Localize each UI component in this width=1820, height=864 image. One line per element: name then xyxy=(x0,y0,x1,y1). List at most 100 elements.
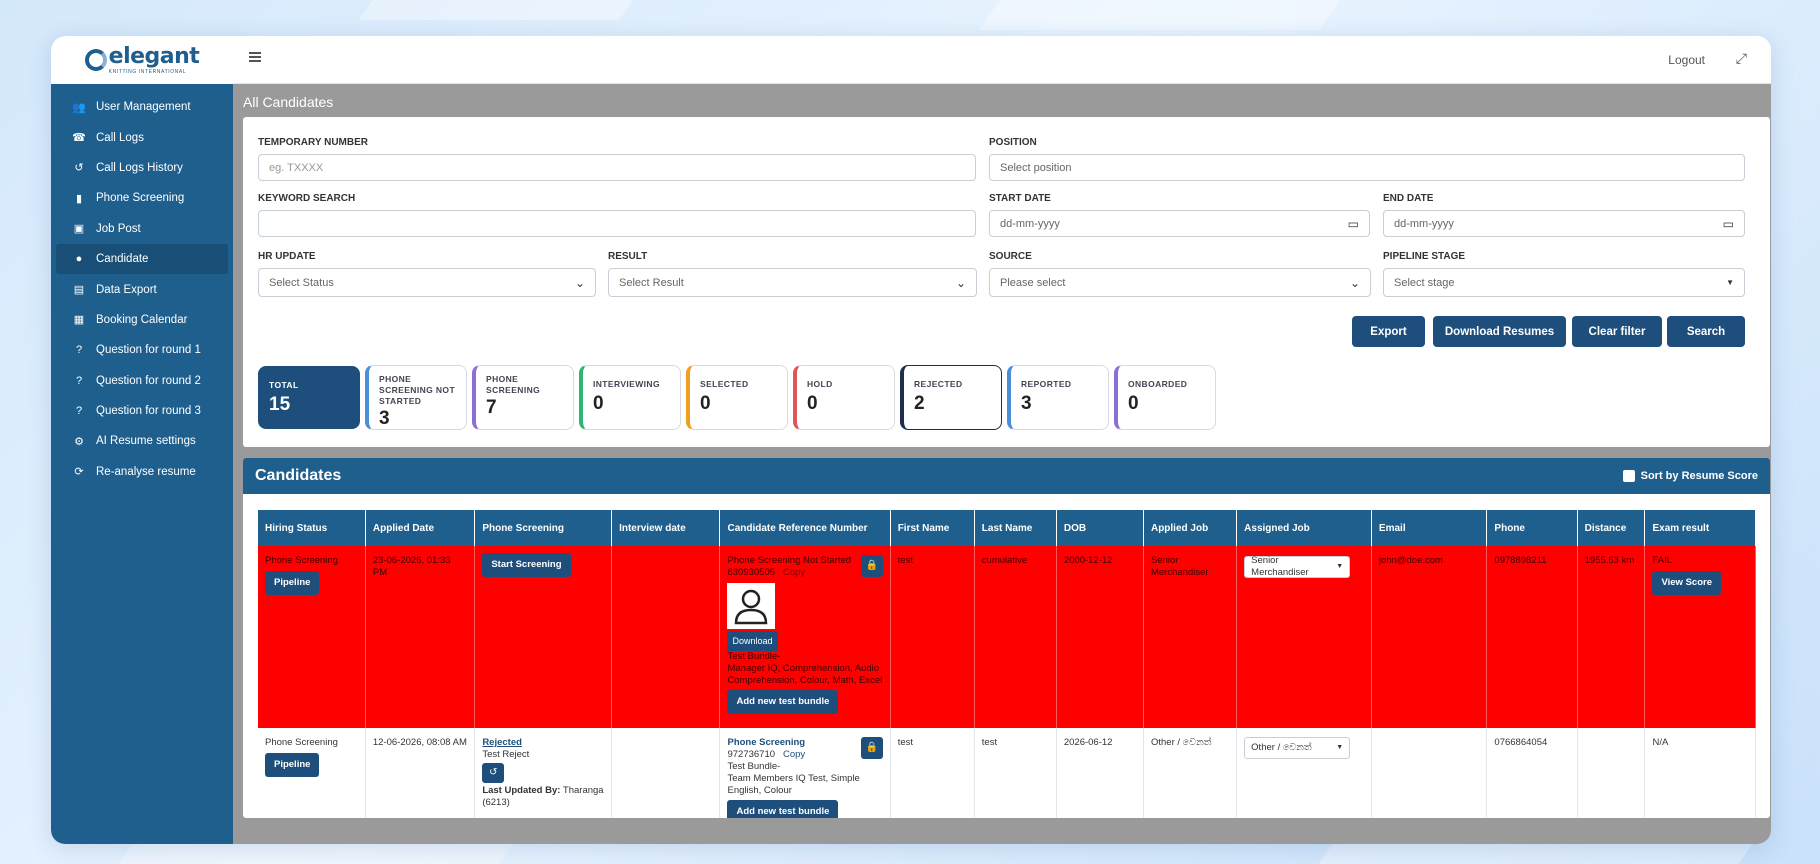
stat-card-onboarded[interactable]: ONBOARDED 0 xyxy=(1114,365,1216,430)
assigned-job-select[interactable]: Other / වෙනත් ▼ xyxy=(1244,737,1351,759)
reference-number: 972736710 xyxy=(727,749,776,760)
start-screening-button[interactable]: Start Screening xyxy=(482,553,571,577)
stat-card-rejected[interactable]: REJECTED 2 xyxy=(900,365,1002,430)
column-header[interactable]: Email xyxy=(1371,510,1488,546)
stat-card-phone-screening[interactable]: PHONE SCREENING 7 xyxy=(472,365,574,430)
email xyxy=(1371,728,1488,818)
pipeline-button[interactable]: Pipeline xyxy=(265,753,320,777)
sidebar: elegant KNITTING INTERNATIONAL 👥 User Man… xyxy=(51,36,233,844)
stat-card-hold[interactable]: HOLD 0 xyxy=(793,365,895,430)
sidebar-item-question-round-2[interactable]: ? Question for round 2 xyxy=(56,366,228,396)
stat-card-interviewing[interactable]: INTERVIEWING 0 xyxy=(579,365,681,430)
lock-icon[interactable]: 🔒 xyxy=(860,737,883,759)
users-icon: 👥 xyxy=(72,101,86,114)
question-icon: ? xyxy=(75,374,83,387)
test-bundle-label: Test Bundle- xyxy=(727,761,781,772)
column-header[interactable]: Applied Job xyxy=(1143,510,1238,546)
assigned-job-select[interactable]: Senior Merchandiser ▼ xyxy=(1244,555,1351,578)
dob: 2000-12-12 xyxy=(1056,546,1144,728)
download-resumes-button[interactable]: Download Resumes xyxy=(1433,316,1566,347)
column-header[interactable]: Applied Date xyxy=(365,510,476,546)
calendar-icon[interactable]: ▭ xyxy=(1722,216,1734,231)
temporary-number-input[interactable]: eg. TXXXX xyxy=(258,154,976,181)
sort-checkbox[interactable] xyxy=(1622,470,1635,482)
sidebar-item-ai-resume-settings[interactable]: ⚙ AI Resume settings xyxy=(56,426,228,456)
sidebar-item-label: Question for round 2 xyxy=(96,374,201,387)
stat-card-phone-screening-not-started[interactable]: PHONE SCREENING NOT STARTED 3 xyxy=(365,365,467,430)
keyword-search-input[interactable] xyxy=(258,210,976,237)
column-header[interactable]: Distance xyxy=(1577,510,1646,546)
user-gear-icon: ⚙ xyxy=(74,435,84,448)
sidebar-item-call-logs-history[interactable]: ↺ Call Logs History xyxy=(56,153,228,183)
column-header[interactable]: Assigned Job xyxy=(1236,510,1372,546)
column-header[interactable]: Candidate Reference Number xyxy=(719,510,891,546)
topbar: Logout ⤢ xyxy=(233,36,1771,84)
user-placeholder-icon xyxy=(735,589,768,625)
pipeline-button[interactable]: Pipeline xyxy=(265,571,320,595)
sidebar-item-label: Data Export xyxy=(96,283,157,296)
candidates-table: Hiring Status Applied Date Phone Screeni… xyxy=(258,510,1756,818)
lock-icon[interactable]: 🔒 xyxy=(860,555,883,577)
sidebar-item-data-export[interactable]: ▤ Data Export xyxy=(56,274,228,304)
calendar-icon[interactable]: ▭ xyxy=(1347,216,1359,231)
column-header[interactable]: DOB xyxy=(1056,510,1144,546)
column-header[interactable]: Phone xyxy=(1486,510,1578,546)
phone-screening-status-link[interactable]: Rejected xyxy=(482,737,522,748)
column-header[interactable]: Hiring Status xyxy=(258,510,366,546)
phone: 0978898211 xyxy=(1486,546,1578,728)
pipeline-stage-select[interactable]: Select stage ▼ xyxy=(1383,268,1745,297)
sidebar-item-booking-calendar[interactable]: ▦ Booking Calendar xyxy=(56,305,228,335)
sidebar-item-job-post[interactable]: ▣ Job Post xyxy=(56,214,228,244)
sidebar-item-call-logs[interactable]: ☎ Call Logs xyxy=(56,122,228,152)
end-date-input[interactable]: dd-mm-yyyy ▭ xyxy=(1383,210,1745,237)
sidebar-item-user-management[interactable]: 👥 User Management xyxy=(56,92,228,122)
table-header-row: Hiring Status Applied Date Phone Screeni… xyxy=(258,510,1756,546)
column-header[interactable]: First Name xyxy=(890,510,975,546)
sidebar-item-re-analyse-resume[interactable]: ⟳ Re-analyse resume xyxy=(56,457,228,487)
logo-mark-icon xyxy=(84,49,107,71)
stat-card-total[interactable]: TOTAL 15 xyxy=(258,366,360,429)
hr-update-select[interactable]: Select Status ⌄ xyxy=(258,268,596,297)
stat-card-reported[interactable]: REPORTED 3 xyxy=(1007,365,1109,430)
fullscreen-icon[interactable]: ⤢ xyxy=(1735,50,1747,66)
sidebar-nav: 👥 User Management ☎ Call Logs ↺ Call Logs H… xyxy=(51,84,233,487)
view-score-button[interactable]: View Score xyxy=(1652,571,1721,595)
export-button[interactable]: Export xyxy=(1352,316,1425,347)
column-header[interactable]: Last Name xyxy=(974,510,1057,546)
sidebar-item-question-round-3[interactable]: ? Question for round 3 xyxy=(56,396,228,426)
chevron-down-icon: ⌄ xyxy=(1349,275,1360,290)
sidebar-item-candidate[interactable]: ● Candidate xyxy=(56,243,228,275)
start-date-input[interactable]: dd-mm-yyyy ▭ xyxy=(989,210,1370,237)
temporary-number-label: TEMPORARY NUMBER xyxy=(258,137,369,148)
sidebar-item-label: Call Logs xyxy=(96,131,144,144)
phone-icon: ☎ xyxy=(72,132,86,145)
source-select[interactable]: Please select ⌄ xyxy=(989,268,1371,297)
position-select[interactable]: Select position xyxy=(989,154,1745,181)
copy-link[interactable]: Copy xyxy=(782,749,806,760)
sidebar-item-label: Booking Calendar xyxy=(96,313,188,326)
calendar-icon: ▦ xyxy=(73,314,85,327)
column-header[interactable]: Exam result xyxy=(1644,510,1756,546)
sort-by-resume-score-toggle[interactable]: Sort by Resume Score xyxy=(1622,470,1758,482)
end-date-label: END DATE xyxy=(1383,193,1434,204)
sidebar-item-question-round-1[interactable]: ? Question for round 1 xyxy=(56,335,228,365)
sidebar-item-phone-screening[interactable]: ▮ Phone Screening xyxy=(56,183,228,213)
result-select[interactable]: Select Result ⌄ xyxy=(608,268,977,297)
search-button[interactable]: Search xyxy=(1667,316,1745,347)
column-header[interactable]: Phone Screening xyxy=(474,510,613,546)
clear-filter-button[interactable]: Clear filter xyxy=(1572,316,1662,347)
add-test-bundle-button[interactable]: Add new test bundle xyxy=(727,800,839,818)
stat-card-selected[interactable]: SELECTED 0 xyxy=(686,365,788,430)
distance: 1955.63 km xyxy=(1577,546,1646,728)
download-button[interactable]: Download xyxy=(727,631,778,651)
copy-link[interactable]: Copy xyxy=(782,567,806,578)
column-header[interactable]: Interview date xyxy=(611,510,721,546)
dob: 2026-06-12 xyxy=(1056,728,1144,818)
history-icon[interactable]: ↺ xyxy=(482,763,505,783)
applied-date: 23-06-2026, 01:33 PM xyxy=(365,546,476,728)
last-name: test xyxy=(974,728,1057,818)
hamburger-menu-icon[interactable] xyxy=(249,52,261,62)
add-test-bundle-button[interactable]: Add new test bundle xyxy=(727,690,839,714)
sidebar-item-label: Question for round 1 xyxy=(96,344,201,357)
logout-link[interactable]: Logout xyxy=(1668,53,1705,67)
